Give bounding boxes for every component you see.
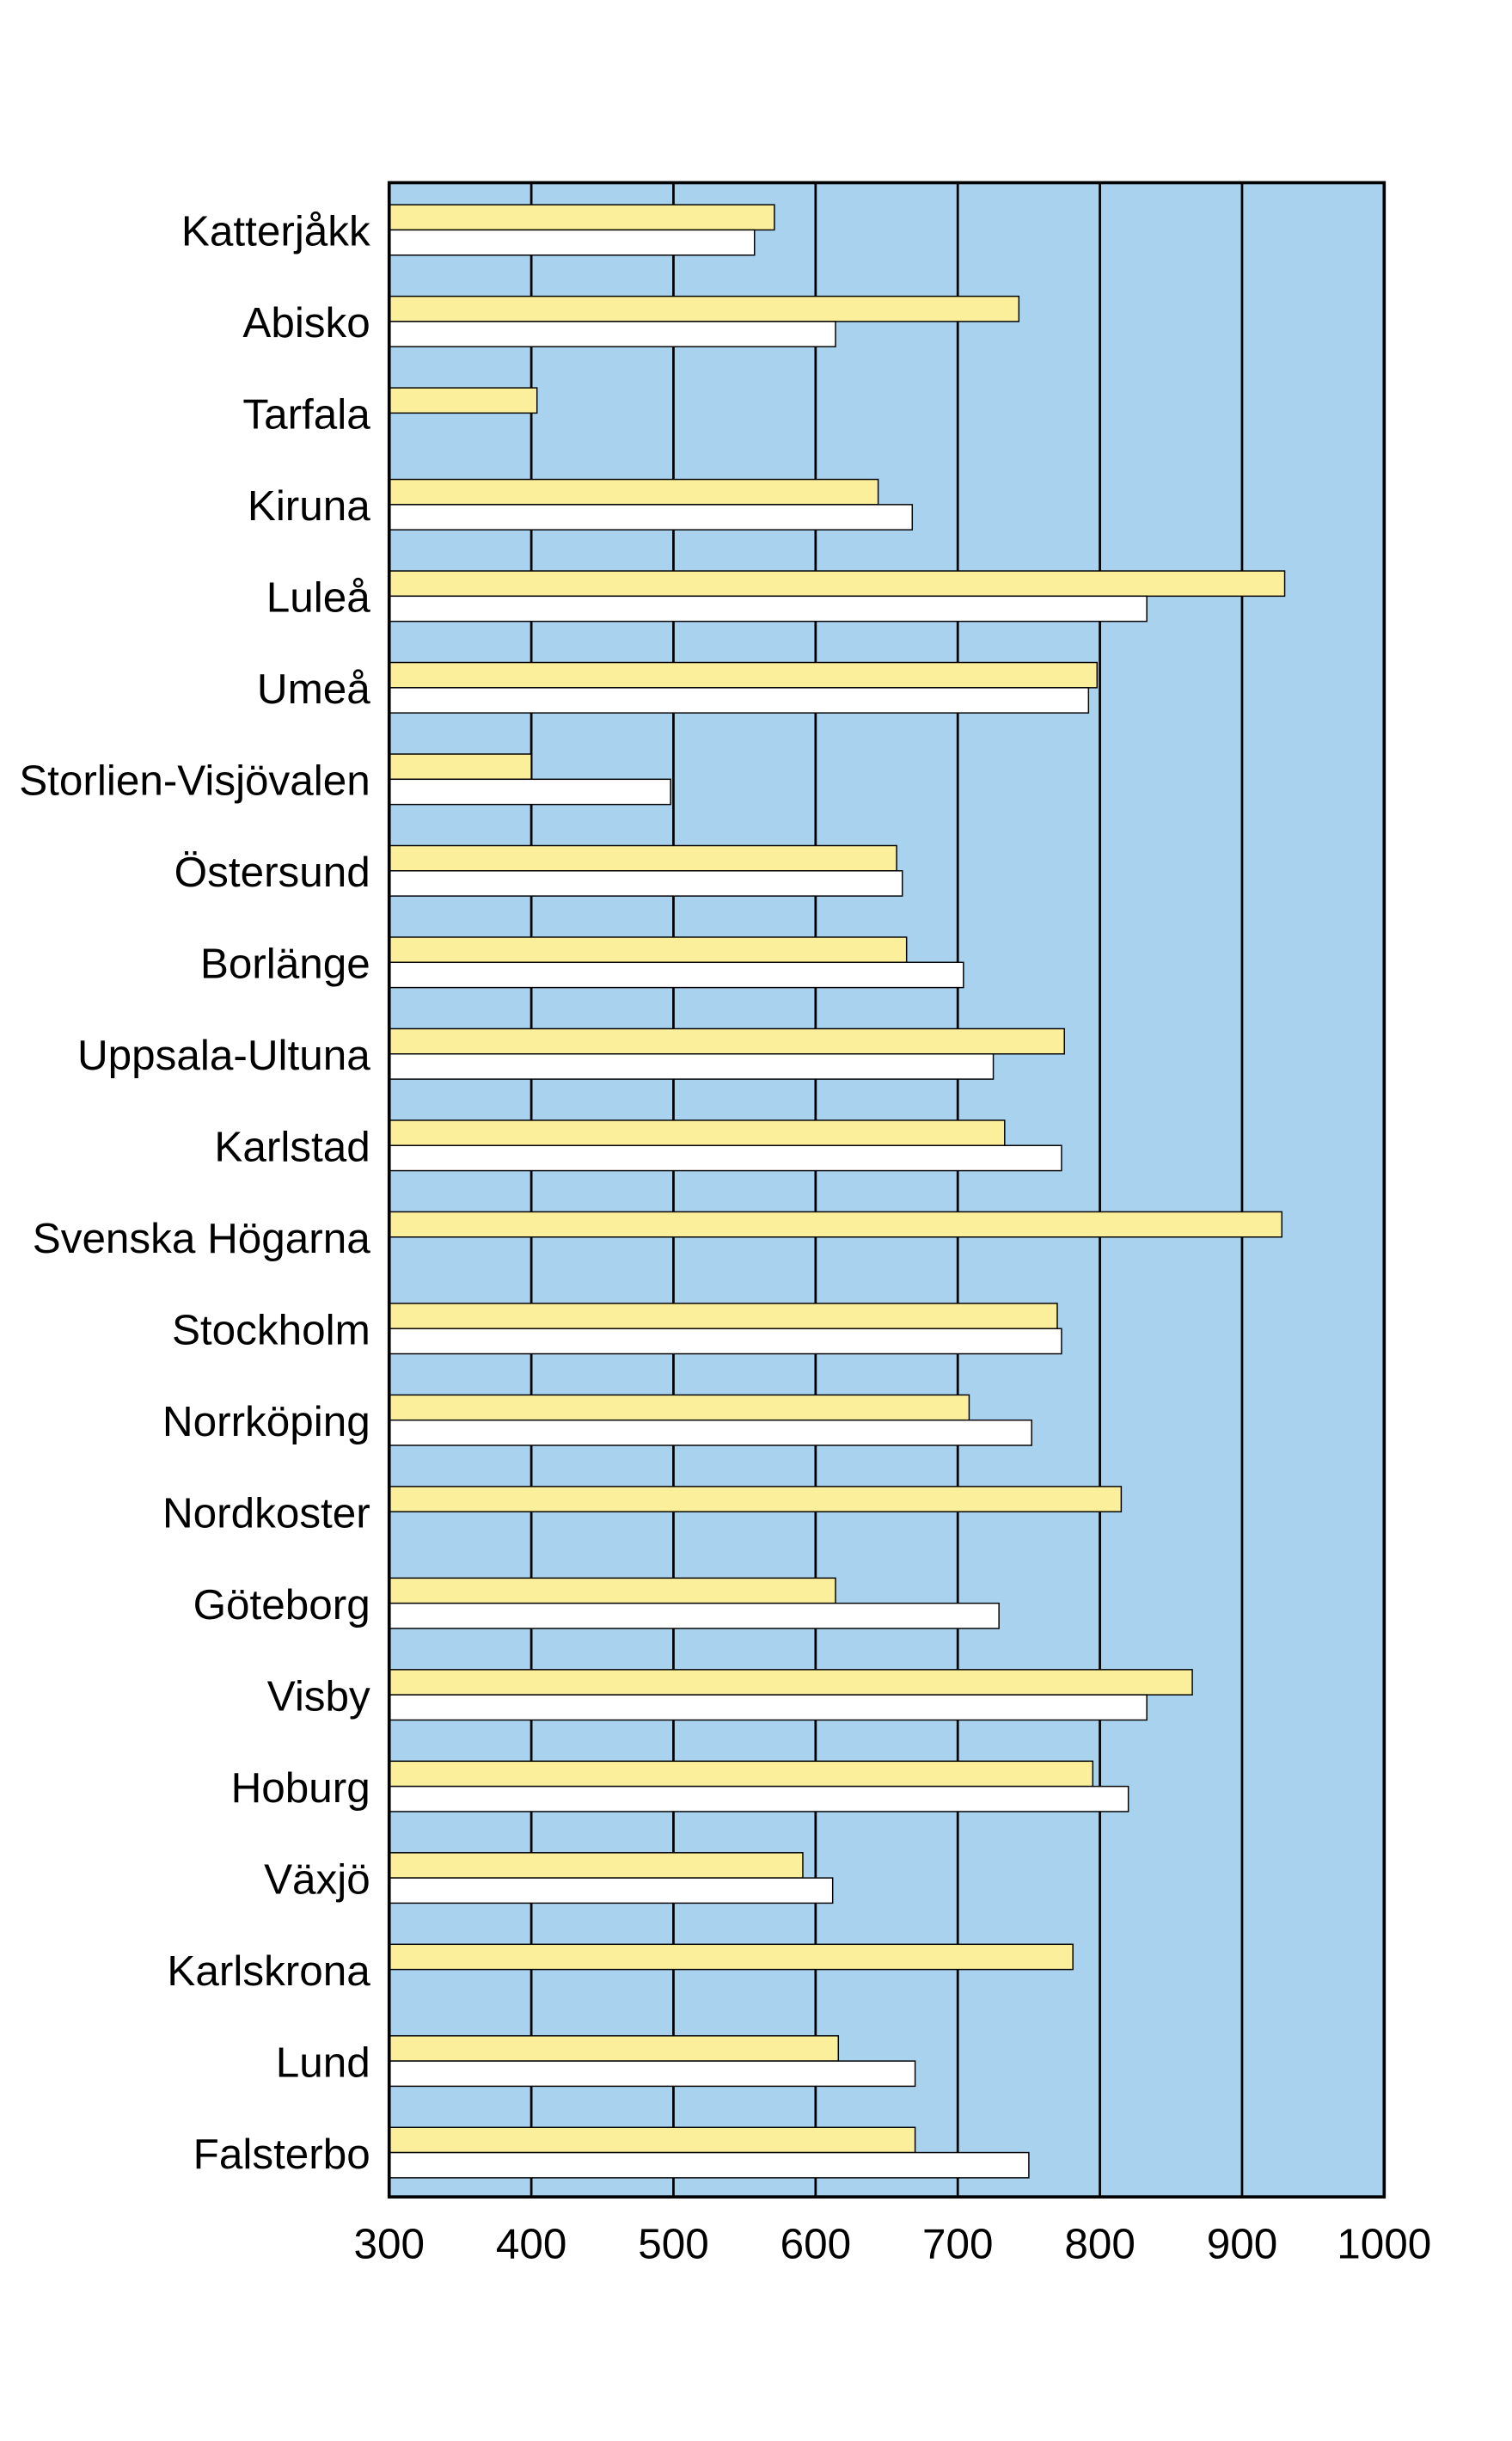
category-label: Karlstad [214,1124,370,1171]
x-tick-label: 300 [353,2221,424,2268]
category-label: Stockholm [172,1307,370,1354]
bar-series-white [389,1602,1000,1629]
category-label: Storlien-Visjövalen [19,757,370,805]
bar-series-white [389,1053,995,1080]
category-label: Katterjåkk [181,208,370,255]
bar-series-white [389,504,914,531]
bar-series-white [389,2151,1030,2179]
plot-frame [387,181,1387,2199]
category-label: Umeå [257,665,370,713]
bar-series-yellow [389,204,775,231]
bar-series-yellow [389,295,1020,322]
bar-series-yellow [389,1577,836,1604]
category-label: Kiruna [248,482,370,530]
category-label: Norrköping [162,1398,370,1445]
bar-series-white [389,687,1090,714]
x-tick-label: 900 [1207,2221,1277,2268]
bar-series-yellow [389,936,908,964]
bar-series-white [389,595,1148,623]
bar-series-yellow [389,1119,1006,1146]
bar-series-yellow [389,844,897,872]
bar-series-yellow [389,2126,916,2154]
bar-series-white [389,321,836,347]
bar-series-white [389,1877,834,1904]
bar-series-yellow [389,1303,1058,1329]
x-tick-label: 800 [1064,2221,1135,2268]
x-tick-label: 700 [922,2221,993,2268]
bar-series-white [389,1419,1032,1446]
category-label: Nordkoster [162,1489,370,1536]
bar-series-yellow [389,387,538,414]
x-tick-label: 500 [638,2221,708,2268]
bar-series-yellow [389,1394,970,1421]
category-label: Karlskrona [167,1947,370,1995]
category-label: Svenska Högarna [33,1215,370,1262]
bar-series-white [389,1144,1062,1172]
x-tick-label: 600 [780,2221,851,2268]
bar-series-yellow [389,1486,1123,1512]
bar-series-white [389,1694,1148,1721]
x-tick-label: 400 [496,2221,566,2268]
bar-series-yellow [389,1943,1074,1971]
bar-series-yellow [389,478,879,506]
category-label: Östersund [174,849,370,896]
bar-series-white [389,778,671,806]
category-label: Hoburg [231,1764,370,1812]
category-label: Tarfala [242,391,370,439]
bar-series-yellow [389,661,1099,689]
bar-series-yellow [389,2035,840,2062]
bar-series-white [389,870,903,897]
bar-series-yellow [389,1027,1065,1055]
category-label: Borlänge [200,941,370,988]
category-label: Luleå [266,574,370,622]
bar-series-white [389,1328,1062,1355]
bar-series-white [389,1785,1129,1812]
bar-series-white [389,229,756,256]
category-label: Abisko [242,299,370,347]
bar-series-yellow [389,1211,1282,1238]
bar-series-yellow [389,1852,804,1879]
category-label: Göteborg [193,1581,370,1628]
category-label: Uppsala-Ultuna [77,1032,370,1079]
category-label: Visby [267,1672,370,1720]
bar-series-yellow [389,570,1286,598]
bar-series-yellow [389,1760,1094,1788]
bar-series-white [389,2060,916,2088]
bar-series-yellow [389,1669,1193,1696]
bar-series-yellow [389,753,532,781]
x-tick-label: 1000 [1337,2221,1431,2268]
category-label: Falsterbo [193,2131,370,2178]
bar-series-white [389,961,964,989]
category-label: Växjö [264,1855,370,1903]
category-label: Lund [276,2039,370,2086]
